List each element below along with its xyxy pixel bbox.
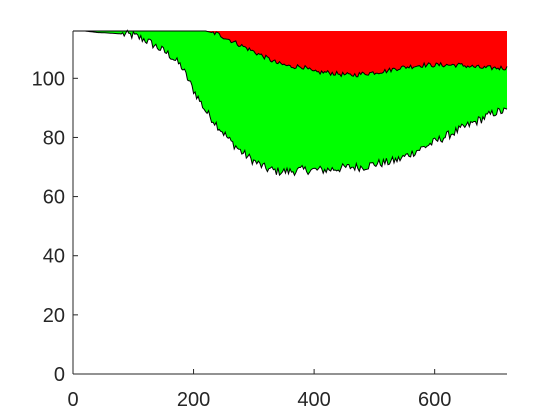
x-tick-label: 600 [418,389,451,411]
chart-areas [73,29,508,177]
y-tick-label: 20 [43,305,65,327]
area-green [73,30,507,176]
x-tick-label: 400 [297,389,330,411]
chart-ticks: 0 200 400 600 0 20 40 60 80 100 [32,68,452,411]
y-tick-label: 80 [43,127,65,149]
lower-boundary-line [73,29,508,177]
mid-boundary-line [73,30,508,78]
y-tick-label: 100 [32,68,65,90]
area-red [73,31,507,77]
y-tick-label: 60 [43,187,65,209]
x-tick-label: 0 [67,389,78,411]
x-tick-label: 200 [177,389,210,411]
y-tick-label: 0 [54,364,65,386]
y-tick-label: 40 [43,246,65,268]
